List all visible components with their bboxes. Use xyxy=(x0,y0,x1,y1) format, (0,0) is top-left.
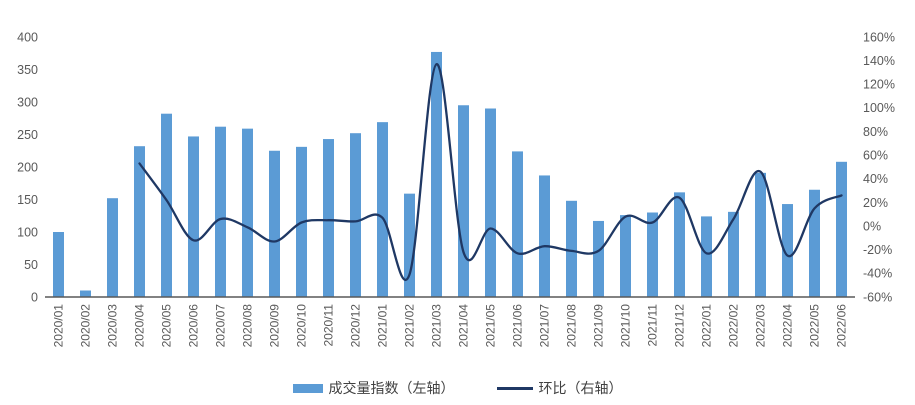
bar-2020/01 xyxy=(53,232,64,297)
x-axis-label: 2020/07 xyxy=(214,304,228,348)
x-axis-label: 2021/08 xyxy=(565,304,579,348)
right-axis-tick-label: 80% xyxy=(863,125,888,139)
right-axis-tick-label: 140% xyxy=(863,54,895,68)
left-axis-tick-label: 50 xyxy=(24,258,38,272)
bar-2020/11 xyxy=(323,139,334,297)
bar-2021/04 xyxy=(458,105,469,297)
x-axis-label: 2021/04 xyxy=(457,304,471,348)
x-axis-label: 2020/04 xyxy=(133,304,147,348)
x-axis-label: 2020/01 xyxy=(52,304,66,348)
right-axis-tick-label: 160% xyxy=(863,30,895,44)
x-axis-label: 2021/12 xyxy=(673,304,687,348)
bar-2021/07 xyxy=(539,175,550,297)
x-axis-label: 2020/09 xyxy=(268,304,282,348)
legend-item-mom: 环比（右轴） xyxy=(496,378,623,398)
bar-2020/05 xyxy=(161,113,172,297)
bar-2022/04 xyxy=(782,204,793,297)
legend-item-volume-index: 成交量指数（左轴） xyxy=(292,378,455,398)
x-axis-label: 2020/11 xyxy=(322,304,336,347)
left-axis-tick-label: 200 xyxy=(17,160,38,174)
bar-series-swatch xyxy=(292,383,323,393)
bar-2021/11 xyxy=(647,212,658,297)
bar-2020/07 xyxy=(215,126,226,297)
legend-label-mom: 环比（右轴） xyxy=(538,380,623,396)
x-axis-label: 2020/02 xyxy=(79,304,93,348)
x-axis-label: 2020/10 xyxy=(295,304,309,348)
bar-2022/03 xyxy=(755,172,766,297)
bar-2021/02 xyxy=(404,193,415,297)
x-axis-label: 2021/02 xyxy=(403,304,417,348)
left-axis-tick-label: 300 xyxy=(17,95,38,109)
right-axis-tick-label: -60% xyxy=(863,290,892,304)
bar-2021/03 xyxy=(431,51,442,298)
bar-2022/02 xyxy=(728,211,739,297)
right-axis-tick-labels: -60% -40% -20% 0% 20% 40% 60% 80% 100% 120% 140% 16… xyxy=(863,30,895,304)
left-axis-tick-label: 150 xyxy=(17,193,38,207)
bar-2022/05 xyxy=(809,189,820,297)
right-axis-tick-label: 60% xyxy=(863,148,888,162)
bar-2020/02 xyxy=(80,290,91,297)
x-axis-category-labels: 2020/01 2020/02 2020/03 2020/04 2020/05 2020/… xyxy=(52,304,849,348)
x-axis-label: 2021/06 xyxy=(511,304,525,348)
mom-line-path xyxy=(138,63,843,281)
right-axis-tick-label: -20% xyxy=(863,243,892,257)
bar-2020/04 xyxy=(134,146,145,297)
bar-2020/09 xyxy=(269,150,280,297)
bar-2021/12 xyxy=(674,192,685,297)
right-axis-tick-label: 20% xyxy=(863,196,888,210)
x-axis-label: 2020/03 xyxy=(106,304,120,348)
x-axis-label: 2022/01 xyxy=(700,304,714,348)
bar-2021/08 xyxy=(566,200,577,297)
legend-label-volume-index: 成交量指数（左轴） xyxy=(328,380,455,396)
x-axis-label: 2022/05 xyxy=(808,304,822,348)
x-axis-label: 2022/06 xyxy=(835,304,849,348)
x-axis-label: 2021/05 xyxy=(484,304,498,348)
x-axis-label: 2021/03 xyxy=(430,304,444,348)
x-axis-label: 2021/07 xyxy=(538,304,552,348)
bar-2020/12 xyxy=(350,133,361,297)
bar-2020/03 xyxy=(107,198,118,297)
right-axis-tick-label: -40% xyxy=(863,267,892,281)
bar-2020/06 xyxy=(188,136,199,297)
line-series-swatch xyxy=(496,386,533,390)
x-axis-label: 2020/08 xyxy=(241,304,255,348)
bar-2021/06 xyxy=(512,151,523,297)
x-axis-label: 2022/03 xyxy=(754,304,768,348)
right-axis-tick-label: 120% xyxy=(863,78,895,92)
x-axis-label: 2021/10 xyxy=(619,304,633,348)
x-axis-label: 2020/12 xyxy=(349,304,363,348)
left-axis-tick-label: 100 xyxy=(17,225,38,239)
left-axis-tick-label: 400 xyxy=(17,30,38,44)
left-axis-tick-labels: 0 50 100 150 200 250 300 350 400 xyxy=(17,30,38,304)
left-axis-tick-label: 250 xyxy=(17,128,38,142)
x-axis-label: 2021/09 xyxy=(592,304,606,348)
x-axis-label: 2020/05 xyxy=(160,304,174,348)
left-axis-tick-label: 0 xyxy=(31,290,38,304)
bar-2020/08 xyxy=(242,128,253,297)
x-axis-label: 2021/01 xyxy=(376,304,390,348)
x-axis-label: 2020/06 xyxy=(187,304,201,348)
x-axis-label: 2022/02 xyxy=(727,304,741,348)
x-axis-label: 2021/11 xyxy=(646,304,660,347)
legend: 成交量指数（左轴） 环比（右轴） xyxy=(0,378,915,398)
right-axis-tick-label: 40% xyxy=(863,172,888,186)
bar-2021/05 xyxy=(485,108,496,297)
right-axis-tick-label: 100% xyxy=(863,101,895,115)
right-axis-tick-label: 0% xyxy=(863,219,881,233)
bar-2022/01 xyxy=(701,216,712,297)
bar-2022/06 xyxy=(836,161,847,297)
left-axis-tick-label: 350 xyxy=(17,63,38,77)
x-axis-label: 2022/04 xyxy=(781,304,795,348)
bar-2021/09 xyxy=(593,220,604,297)
bar-2021/10 xyxy=(620,215,631,297)
bar-2021/01 xyxy=(377,122,388,298)
volume-index-bars xyxy=(53,51,847,298)
mom-line-series xyxy=(138,63,843,281)
